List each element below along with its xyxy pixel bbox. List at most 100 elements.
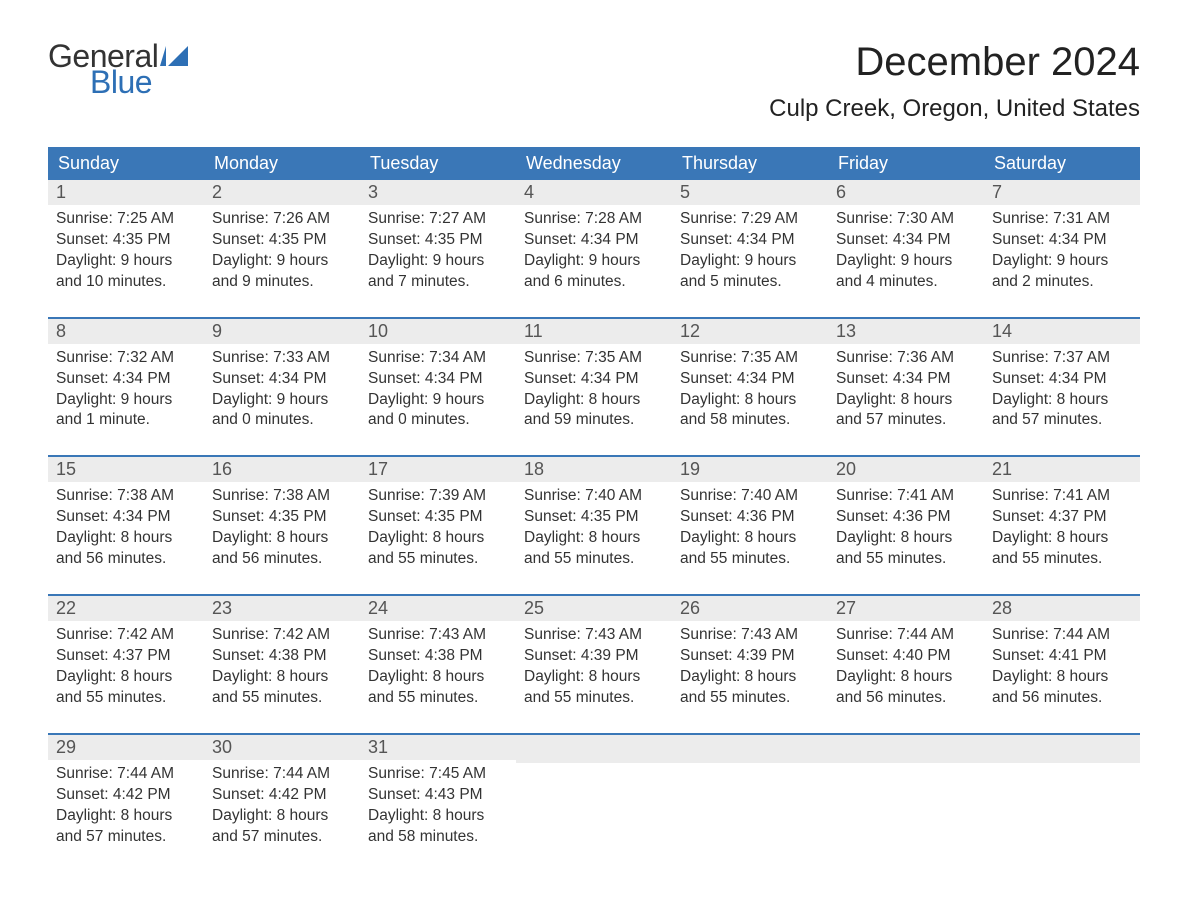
daylight-text-1: Daylight: 9 hours — [56, 251, 196, 272]
day-number: 31 — [368, 737, 388, 757]
calendar-day — [828, 735, 984, 848]
daylight-text-1: Daylight: 8 hours — [680, 528, 820, 549]
daylight-text-2: and 7 minutes. — [368, 272, 508, 293]
calendar-day: 6Sunrise: 7:30 AMSunset: 4:34 PMDaylight… — [828, 180, 984, 293]
day-body — [828, 763, 984, 847]
logo-word-blue: Blue — [90, 66, 188, 98]
day-body: Sunrise: 7:45 AMSunset: 4:43 PMDaylight:… — [360, 760, 516, 848]
calendar-week: 22Sunrise: 7:42 AMSunset: 4:37 PMDayligh… — [48, 594, 1140, 709]
day-number: 30 — [212, 737, 232, 757]
day-number-row: 17 — [360, 457, 516, 482]
sunset-text: Sunset: 4:38 PM — [368, 646, 508, 667]
day-header-mon: Monday — [204, 147, 360, 180]
day-number-row: 31 — [360, 735, 516, 760]
calendar-day: 1Sunrise: 7:25 AMSunset: 4:35 PMDaylight… — [48, 180, 204, 293]
day-number: 11 — [524, 321, 543, 341]
sunset-text: Sunset: 4:41 PM — [992, 646, 1132, 667]
daylight-text-2: and 56 minutes. — [992, 688, 1132, 709]
calendar-day — [984, 735, 1140, 848]
day-number-row: 24 — [360, 596, 516, 621]
daylight-text-1: Daylight: 9 hours — [836, 251, 976, 272]
day-number: 5 — [680, 182, 690, 202]
sunrise-text: Sunrise: 7:44 AM — [56, 764, 196, 785]
daylight-text-2: and 5 minutes. — [680, 272, 820, 293]
daylight-text-1: Daylight: 8 hours — [836, 390, 976, 411]
daylight-text-2: and 9 minutes. — [212, 272, 352, 293]
sunset-text: Sunset: 4:35 PM — [524, 507, 664, 528]
day-number: 14 — [992, 321, 1012, 341]
sunset-text: Sunset: 4:40 PM — [836, 646, 976, 667]
daylight-text-2: and 56 minutes. — [212, 549, 352, 570]
day-body: Sunrise: 7:41 AMSunset: 4:37 PMDaylight:… — [984, 482, 1140, 570]
calendar-day — [672, 735, 828, 848]
day-number-row: 6 — [828, 180, 984, 205]
daylight-text-1: Daylight: 8 hours — [368, 806, 508, 827]
sunrise-text: Sunrise: 7:44 AM — [836, 625, 976, 646]
calendar-day: 25Sunrise: 7:43 AMSunset: 4:39 PMDayligh… — [516, 596, 672, 709]
day-body — [672, 763, 828, 847]
day-number: 15 — [56, 459, 76, 479]
sunrise-text: Sunrise: 7:41 AM — [836, 486, 976, 507]
day-number: 2 — [212, 182, 222, 202]
calendar-day: 4Sunrise: 7:28 AMSunset: 4:34 PMDaylight… — [516, 180, 672, 293]
daylight-text-2: and 4 minutes. — [836, 272, 976, 293]
sunrise-text: Sunrise: 7:28 AM — [524, 209, 664, 230]
daylight-text-2: and 10 minutes. — [56, 272, 196, 293]
day-number-row: 9 — [204, 319, 360, 344]
sunrise-text: Sunrise: 7:27 AM — [368, 209, 508, 230]
day-number: 27 — [836, 598, 856, 618]
calendar-day: 9Sunrise: 7:33 AMSunset: 4:34 PMDaylight… — [204, 319, 360, 432]
flag-icon — [160, 46, 188, 66]
day-body: Sunrise: 7:44 AMSunset: 4:41 PMDaylight:… — [984, 621, 1140, 709]
day-body: Sunrise: 7:35 AMSunset: 4:34 PMDaylight:… — [672, 344, 828, 432]
calendar-day: 11 Sunrise: 7:35 AMSunset: 4:34 PMDayligh… — [516, 319, 672, 432]
sunset-text: Sunset: 4:34 PM — [56, 369, 196, 390]
day-number-row: 30 — [204, 735, 360, 760]
calendar-week: 8Sunrise: 7:32 AMSunset: 4:34 PMDaylight… — [48, 317, 1140, 432]
daylight-text-2: and 0 minutes. — [368, 410, 508, 431]
daylight-text-2: and 55 minutes. — [56, 688, 196, 709]
sunset-text: Sunset: 4:39 PM — [524, 646, 664, 667]
daylight-text-2: and 55 minutes. — [680, 688, 820, 709]
daylight-text-1: Daylight: 9 hours — [524, 251, 664, 272]
calendar-day: 23Sunrise: 7:42 AMSunset: 4:38 PMDayligh… — [204, 596, 360, 709]
sunset-text: Sunset: 4:42 PM — [212, 785, 352, 806]
daylight-text-1: Daylight: 8 hours — [212, 528, 352, 549]
day-header-thu: Thursday — [672, 147, 828, 180]
day-number-row: 27 — [828, 596, 984, 621]
sunrise-text: Sunrise: 7:44 AM — [992, 625, 1132, 646]
sunrise-text: Sunrise: 7:31 AM — [992, 209, 1132, 230]
daylight-text-1: Daylight: 8 hours — [524, 390, 664, 411]
sunrise-text: Sunrise: 7:29 AM — [680, 209, 820, 230]
sunrise-text: Sunrise: 7:45 AM — [368, 764, 508, 785]
day-number-row: 20 — [828, 457, 984, 482]
calendar-day: 17Sunrise: 7:39 AMSunset: 4:35 PMDayligh… — [360, 457, 516, 570]
calendar-day: 3Sunrise: 7:27 AMSunset: 4:35 PMDaylight… — [360, 180, 516, 293]
daylight-text-1: Daylight: 8 hours — [56, 528, 196, 549]
day-number-row — [672, 735, 828, 763]
day-body — [984, 763, 1140, 847]
day-header-wed: Wednesday — [516, 147, 672, 180]
daylight-text-1: Daylight: 8 hours — [836, 667, 976, 688]
calendar-day: 5Sunrise: 7:29 AMSunset: 4:34 PMDaylight… — [672, 180, 828, 293]
daylight-text-1: Daylight: 8 hours — [56, 667, 196, 688]
location-text: Culp Creek, Oregon, United States — [769, 95, 1140, 123]
day-number: 26 — [680, 598, 700, 618]
day-body: Sunrise: 7:43 AMSunset: 4:39 PMDaylight:… — [516, 621, 672, 709]
calendar-day: 30Sunrise: 7:44 AMSunset: 4:42 PMDayligh… — [204, 735, 360, 848]
day-body: Sunrise: 7:35 AMSunset: 4:34 PMDaylight:… — [516, 344, 672, 432]
day-number-row: 29 — [48, 735, 204, 760]
day-number-row: 2 — [204, 180, 360, 205]
sunrise-text: Sunrise: 7:43 AM — [368, 625, 508, 646]
calendar-day: 29Sunrise: 7:44 AMSunset: 4:42 PMDayligh… — [48, 735, 204, 848]
day-body: Sunrise: 7:42 AMSunset: 4:37 PMDaylight:… — [48, 621, 204, 709]
daylight-text-2: and 55 minutes. — [680, 549, 820, 570]
calendar-day: 24Sunrise: 7:43 AMSunset: 4:38 PMDayligh… — [360, 596, 516, 709]
daylight-text-1: Daylight: 8 hours — [680, 667, 820, 688]
daylight-text-1: Daylight: 9 hours — [368, 251, 508, 272]
sunset-text: Sunset: 4:34 PM — [56, 507, 196, 528]
day-number: 8 — [56, 321, 66, 341]
day-number-row: 18 — [516, 457, 672, 482]
daylight-text-1: Daylight: 9 hours — [56, 390, 196, 411]
sunrise-text: Sunrise: 7:36 AM — [836, 348, 976, 369]
